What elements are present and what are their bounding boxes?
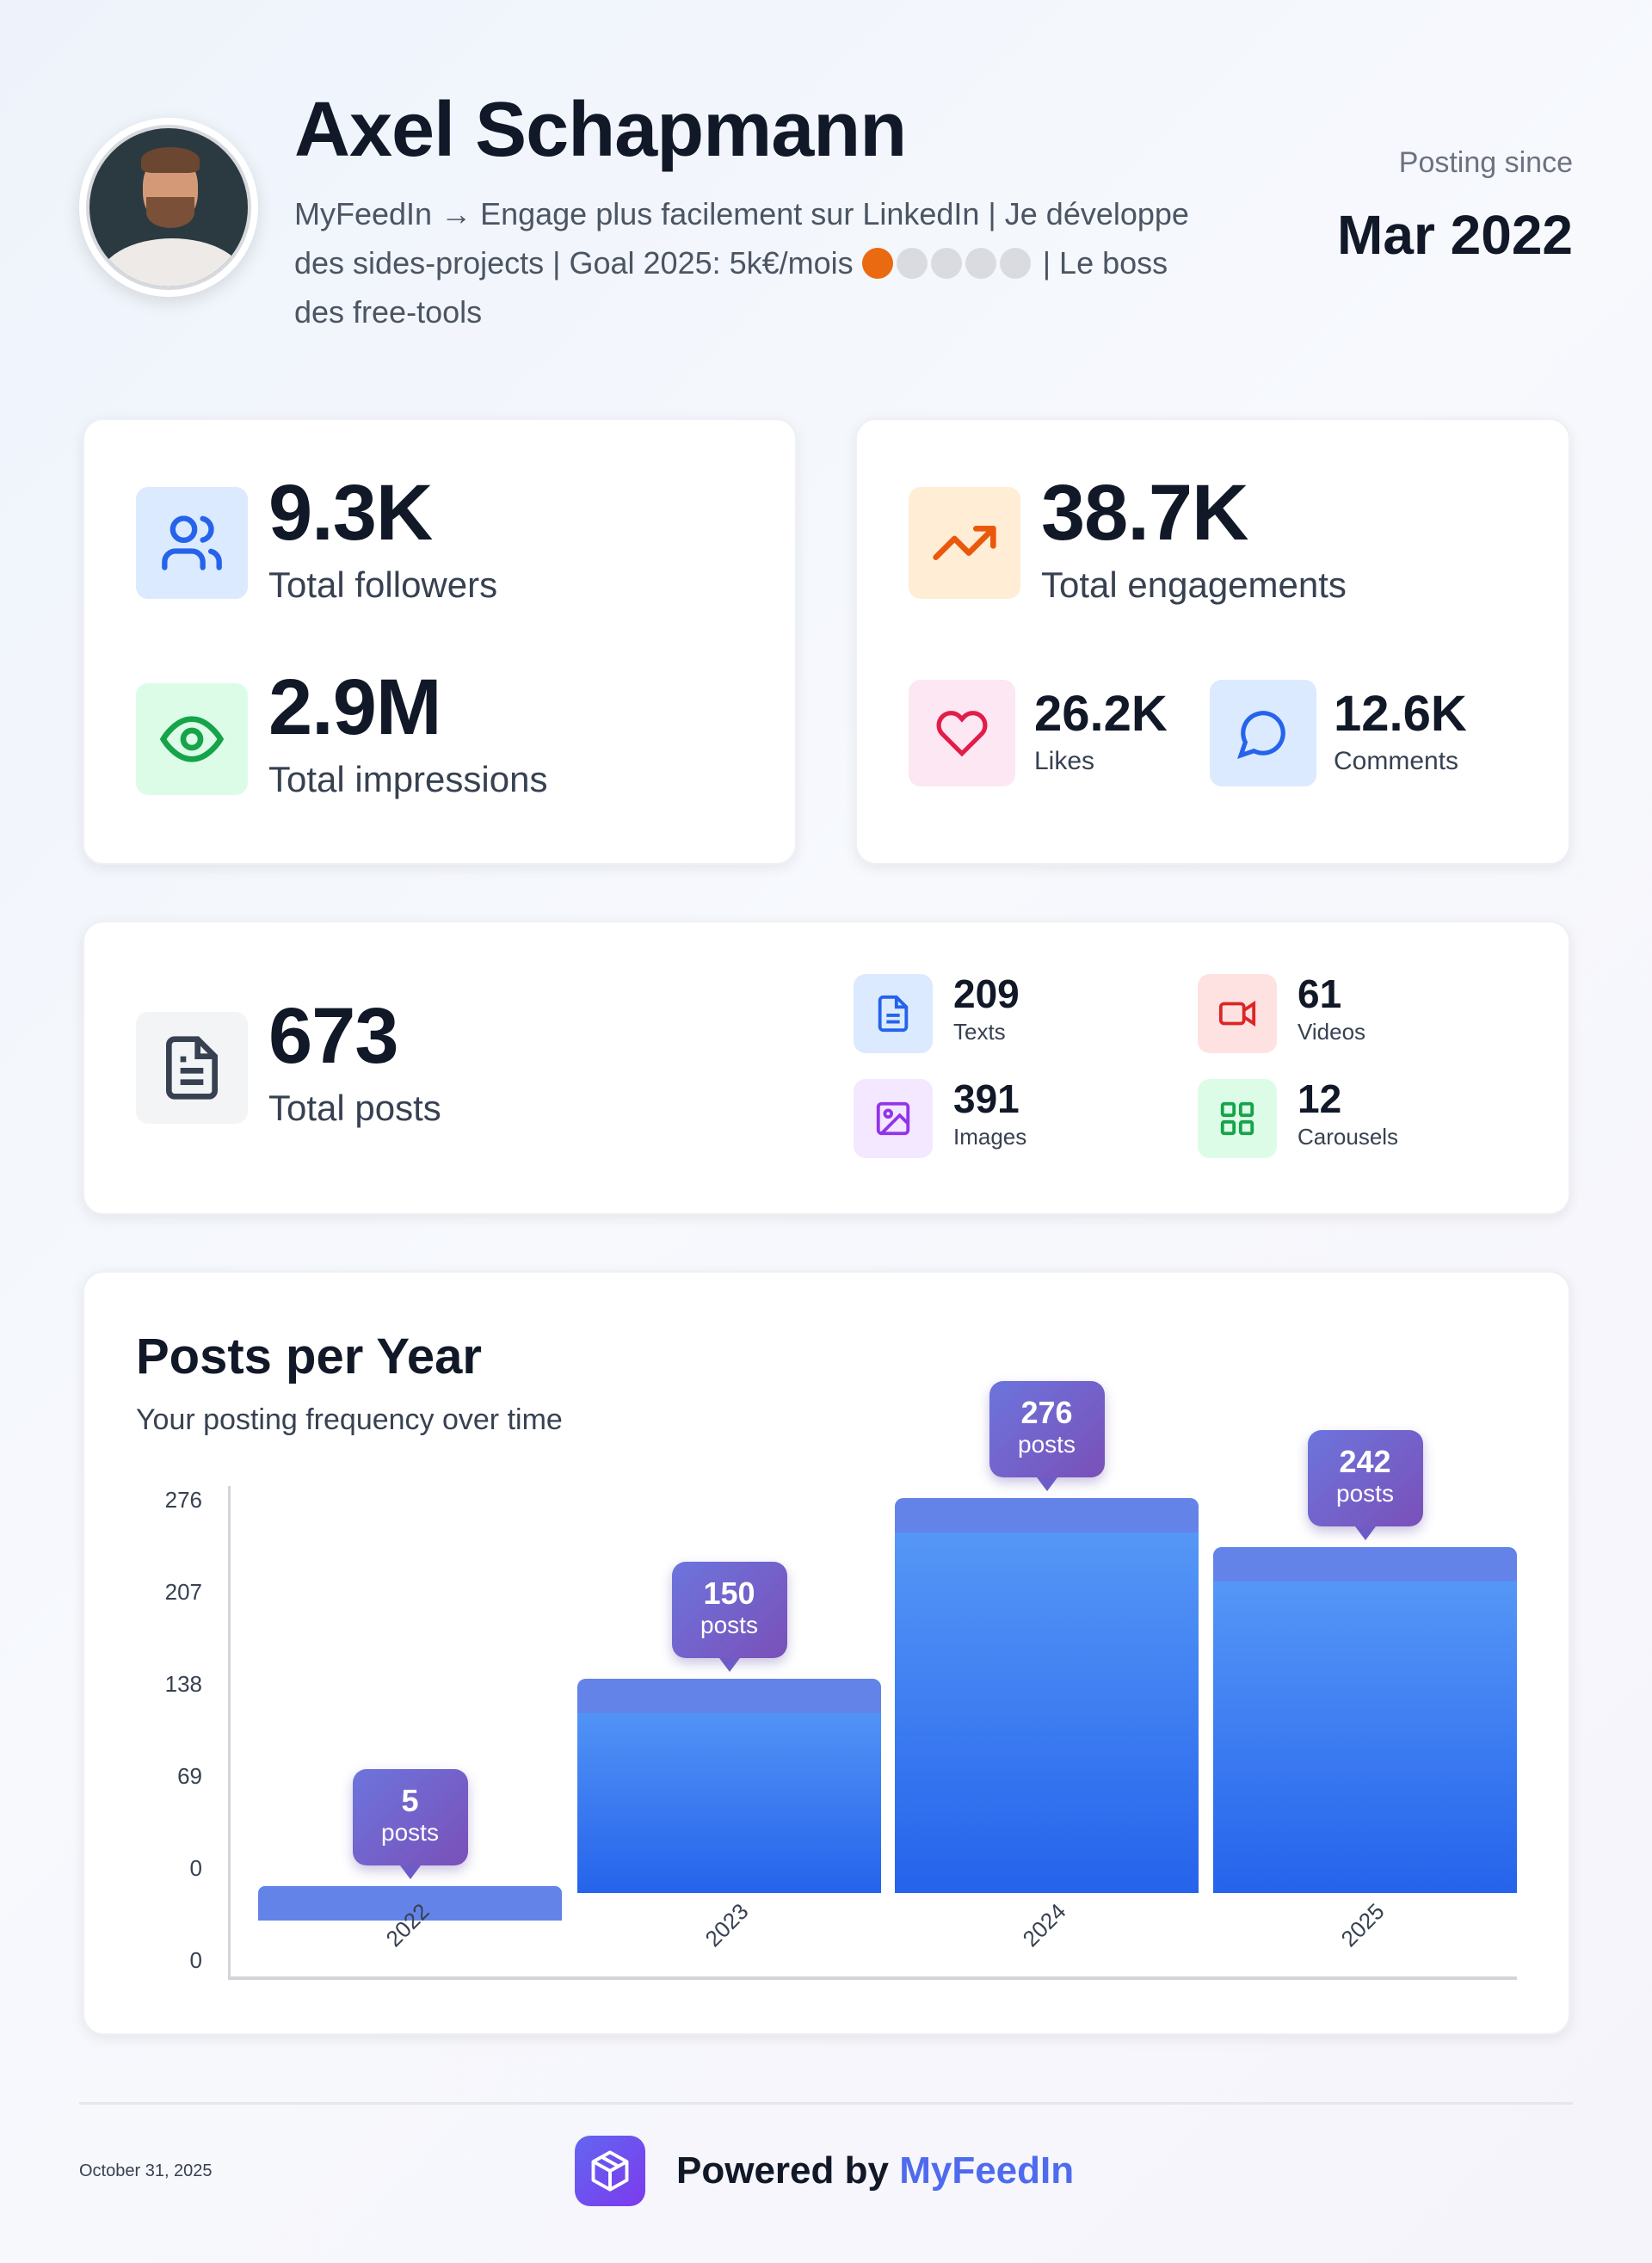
y-tick-label: 69 — [177, 1763, 202, 1789]
data-label-unit: posts — [1018, 1431, 1076, 1458]
y-tick-label: 0 — [189, 1855, 202, 1881]
likes-label: Likes — [1034, 747, 1095, 775]
impressions-value: 2.9M — [268, 663, 442, 751]
videos-label: Videos — [1298, 1019, 1366, 1045]
audience-card: 9.3K Total followers 2.9M Total impressi… — [83, 418, 797, 865]
x-tick-label: 2023 — [700, 1898, 754, 1952]
comments-value: 12.6K — [1334, 686, 1467, 742]
heart-icon — [909, 680, 1015, 786]
carousels-label: Carousels — [1298, 1124, 1399, 1150]
powered-by-text: Powered by — [676, 2149, 889, 2192]
image-icon — [854, 1079, 933, 1158]
users-icon — [136, 487, 248, 599]
profile-name: Axel Schapmann — [294, 87, 907, 173]
data-label: 150 — [703, 1575, 755, 1611]
footer-date: October 31, 2025 — [79, 2161, 213, 2180]
data-label-unit: posts — [381, 1818, 439, 1846]
texts-label: Texts — [953, 1019, 1006, 1045]
bar-tooltip: 242 posts — [1307, 1429, 1423, 1540]
engagements-value: 38.7K — [1041, 469, 1248, 557]
y-tick-label: 138 — [164, 1671, 202, 1697]
data-label: 276 — [1020, 1395, 1073, 1430]
bio-line: MyFeedIn → Engage plus facilement sur Li… — [294, 196, 1189, 231]
comment-icon — [1210, 680, 1316, 786]
posting-since-label: Posting since — [1398, 146, 1573, 179]
posting-since-value: Mar 2022 — [1337, 204, 1573, 266]
footer-divider — [79, 2102, 1573, 2105]
powered-by: Powered by MyFeedIn — [676, 2149, 1074, 2192]
bar-2023[interactable] — [577, 1678, 881, 1893]
total-posts-label: Total posts — [268, 1088, 441, 1128]
eye-icon — [136, 683, 248, 795]
carousel-grid-icon — [1198, 1079, 1277, 1158]
y-tick-label: 0 — [189, 1947, 202, 1973]
x-axis — [228, 1976, 1517, 1980]
bio-text: | Le boss — [1042, 245, 1168, 281]
impressions-label: Total impressions — [268, 759, 548, 799]
engagements-label: Total engagements — [1041, 564, 1347, 605]
y-axis — [228, 1486, 231, 1979]
bio-text: des sides-projects | Goal 2025: 5k€/mois — [294, 245, 854, 281]
images-label: Images — [953, 1124, 1027, 1150]
bio-line: des free-tools — [294, 294, 483, 330]
video-icon — [1198, 974, 1277, 1053]
posts-card: 673 Total posts 209 Texts 61 Videos 391 … — [83, 921, 1570, 1215]
followers-label: Total followers — [268, 564, 498, 605]
goal-progress-dots — [861, 245, 1034, 281]
bio-line: des sides-projects | Goal 2025: 5k€/mois… — [294, 238, 1241, 287]
brand-link[interactable]: MyFeedIn — [899, 2149, 1075, 2192]
bar-tooltip: 5 posts — [352, 1768, 468, 1879]
text-post-icon — [854, 974, 933, 1053]
data-label: 242 — [1339, 1443, 1391, 1479]
total-posts-value: 673 — [268, 992, 398, 1080]
bar-tooltip: 276 posts — [989, 1381, 1105, 1491]
images-value: 391 — [953, 1076, 1020, 1121]
bar-2024[interactable] — [895, 1498, 1199, 1893]
followers-value: 9.3K — [268, 469, 433, 557]
texts-value: 209 — [953, 971, 1020, 1016]
x-tick-label: 2024 — [1017, 1898, 1071, 1952]
videos-value: 61 — [1298, 971, 1342, 1016]
data-label: 5 — [401, 1782, 419, 1818]
comments-label: Comments — [1334, 747, 1459, 775]
y-tick-label: 207 — [164, 1579, 202, 1605]
document-icon — [136, 1012, 248, 1124]
engagement-card: 38.7K Total engagements 26.2K Likes 12.6… — [855, 418, 1570, 865]
chart-subtitle: Your posting frequency over time — [136, 1403, 563, 1436]
carousels-value: 12 — [1298, 1076, 1342, 1121]
bar-tooltip: 150 posts — [671, 1561, 787, 1672]
myfeedin-logo-icon — [575, 2136, 645, 2206]
x-tick-label: 2025 — [1335, 1898, 1390, 1952]
data-label-unit: posts — [1336, 1479, 1394, 1507]
y-tick-label: 276 — [164, 1487, 202, 1513]
data-label-unit: posts — [700, 1611, 758, 1638]
bar-2022[interactable] — [258, 1885, 562, 1922]
profile-bio: MyFeedIn → Engage plus facilement sur Li… — [294, 189, 1241, 336]
bar-2025[interactable] — [1213, 1546, 1517, 1893]
chart-title: Posts per Year — [136, 1329, 482, 1384]
likes-value: 26.2K — [1034, 686, 1168, 742]
avatar — [79, 118, 258, 297]
trending-up-icon — [909, 487, 1020, 599]
